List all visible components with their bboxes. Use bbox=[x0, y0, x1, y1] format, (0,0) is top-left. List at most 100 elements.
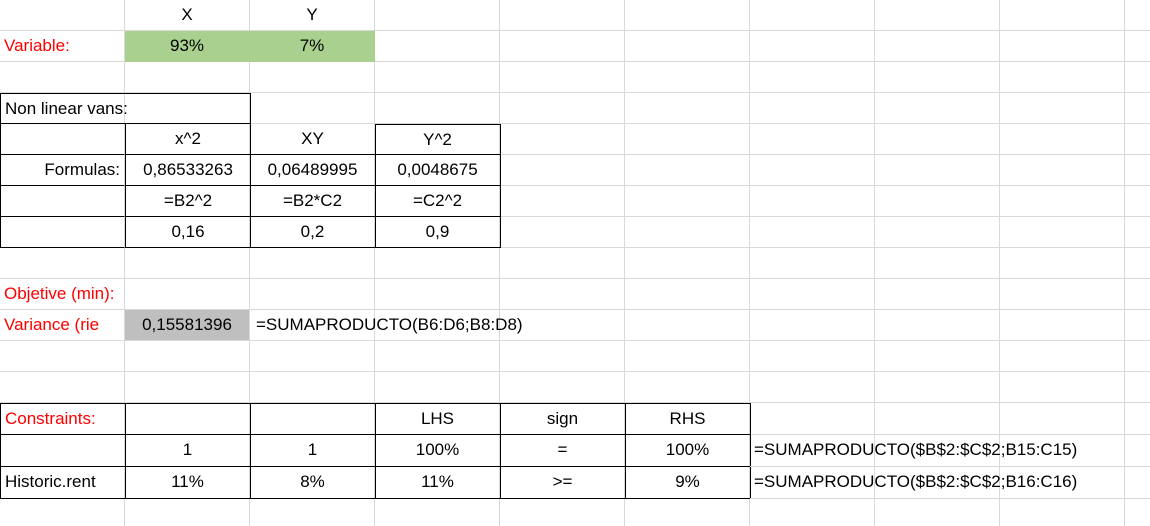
cell-c5[interactable]: XY bbox=[250, 124, 376, 155]
grid-cell[interactable] bbox=[1125, 93, 1150, 124]
cell-d6[interactable]: 0,0048675 bbox=[375, 155, 501, 186]
cell-a5[interactable] bbox=[0, 124, 125, 155]
cell-d15[interactable]: 100% bbox=[375, 435, 501, 467]
cell-c8[interactable]: 0,2 bbox=[250, 217, 376, 248]
grid-cell[interactable] bbox=[875, 403, 1000, 435]
grid-cell[interactable] bbox=[500, 248, 625, 279]
grid-cell[interactable] bbox=[1125, 341, 1150, 372]
grid-cell[interactable] bbox=[750, 217, 875, 248]
grid-cell[interactable] bbox=[1125, 279, 1150, 310]
cell-a11[interactable]: Variance (rie bbox=[0, 310, 125, 341]
grid-cell[interactable] bbox=[750, 186, 875, 217]
cell-d8[interactable]: 0,9 bbox=[375, 217, 501, 248]
grid-cell[interactable] bbox=[1000, 467, 1125, 499]
grid-cell[interactable] bbox=[0, 62, 125, 93]
grid-cell[interactable] bbox=[1000, 499, 1125, 526]
grid-cell[interactable] bbox=[375, 248, 500, 279]
grid-cell[interactable] bbox=[250, 372, 375, 403]
cell-a7[interactable] bbox=[0, 186, 125, 217]
grid-cell[interactable] bbox=[0, 248, 125, 279]
cell-f16[interactable]: 9% bbox=[625, 467, 751, 499]
grid-cell[interactable] bbox=[875, 341, 1000, 372]
grid-cell[interactable] bbox=[625, 124, 750, 155]
grid-cell[interactable] bbox=[625, 279, 750, 310]
cell-a4[interactable]: Non linear vans: bbox=[0, 93, 251, 124]
grid-cell[interactable] bbox=[750, 403, 875, 435]
grid-cell[interactable] bbox=[875, 155, 1000, 186]
cell-c6[interactable]: 0,06489995 bbox=[250, 155, 376, 186]
grid-cell[interactable] bbox=[1000, 372, 1125, 403]
grid-cell[interactable] bbox=[500, 372, 625, 403]
cell-a2[interactable]: Variable: bbox=[0, 31, 125, 62]
grid-cell[interactable] bbox=[1125, 124, 1150, 155]
grid-cell[interactable] bbox=[875, 93, 1000, 124]
grid-cell[interactable] bbox=[625, 155, 750, 186]
cell-a10[interactable]: Objetive (min): bbox=[0, 279, 125, 310]
grid-cell[interactable] bbox=[875, 186, 1000, 217]
grid-cell[interactable] bbox=[1000, 435, 1125, 467]
grid-cell[interactable] bbox=[1000, 341, 1125, 372]
grid-cell[interactable] bbox=[1125, 467, 1150, 499]
grid-cell[interactable] bbox=[375, 93, 500, 124]
cell-c11[interactable]: =SUMAPRODUCTO(B6:D6;B8:D8) bbox=[250, 310, 523, 341]
grid-cell[interactable] bbox=[625, 499, 750, 526]
cell-c14[interactable] bbox=[250, 403, 376, 435]
grid-cell[interactable] bbox=[625, 0, 750, 31]
grid-cell[interactable] bbox=[375, 341, 500, 372]
cell-b2[interactable]: 93% bbox=[125, 31, 250, 62]
cell-f15[interactable]: 100% bbox=[625, 435, 751, 467]
grid-cell[interactable] bbox=[875, 248, 1000, 279]
grid-cell[interactable] bbox=[1125, 217, 1150, 248]
cell-a8[interactable] bbox=[0, 217, 125, 248]
grid-cell[interactable] bbox=[250, 499, 375, 526]
grid-cell[interactable] bbox=[875, 499, 1000, 526]
grid-cell[interactable] bbox=[625, 31, 750, 62]
grid-cell[interactable] bbox=[125, 499, 250, 526]
grid-cell[interactable] bbox=[500, 0, 625, 31]
cell-b15[interactable]: 1 bbox=[125, 435, 251, 467]
grid-cell[interactable] bbox=[625, 217, 750, 248]
cell-b1[interactable]: X bbox=[125, 0, 250, 31]
cell-f14[interactable]: RHS bbox=[625, 403, 751, 435]
grid-cell[interactable] bbox=[250, 341, 375, 372]
grid-cell[interactable] bbox=[625, 341, 750, 372]
grid-cell[interactable] bbox=[1125, 31, 1150, 62]
grid-cell[interactable] bbox=[875, 435, 1000, 467]
cell-e14[interactable]: sign bbox=[500, 403, 626, 435]
cell-a15[interactable] bbox=[0, 435, 126, 467]
grid-cell[interactable] bbox=[500, 310, 625, 341]
grid-cell[interactable] bbox=[875, 62, 1000, 93]
grid-cell[interactable] bbox=[875, 310, 1000, 341]
grid-cell[interactable] bbox=[1000, 62, 1125, 93]
cell-e16[interactable]: >= bbox=[500, 467, 626, 499]
grid-cell[interactable] bbox=[250, 62, 375, 93]
grid-cell[interactable] bbox=[125, 372, 250, 403]
cell-a16[interactable]: Historic.rent bbox=[0, 467, 126, 499]
grid-cell[interactable] bbox=[500, 499, 625, 526]
grid-cell[interactable] bbox=[750, 0, 875, 31]
grid-cell[interactable] bbox=[125, 279, 250, 310]
cell-b16[interactable]: 11% bbox=[125, 467, 251, 499]
cell-g16[interactable]: =SUMAPRODUCTO($B$2:$C$2;B16:C16) bbox=[750, 467, 1077, 499]
grid-cell[interactable] bbox=[625, 372, 750, 403]
grid-cell[interactable] bbox=[500, 217, 625, 248]
grid-cell[interactable] bbox=[625, 310, 750, 341]
grid-cell[interactable] bbox=[750, 155, 875, 186]
cell-c1[interactable]: Y bbox=[250, 0, 375, 31]
grid-cell[interactable] bbox=[125, 341, 250, 372]
grid-cell[interactable] bbox=[250, 279, 375, 310]
cell-d5[interactable]: Y^2 bbox=[375, 124, 501, 155]
grid-cell[interactable] bbox=[0, 0, 125, 31]
grid-cell[interactable] bbox=[0, 341, 125, 372]
grid-cell[interactable] bbox=[500, 155, 625, 186]
cell-a6[interactable]: Formulas: bbox=[0, 155, 125, 186]
grid-cell[interactable] bbox=[500, 93, 625, 124]
grid-cell[interactable] bbox=[0, 499, 125, 526]
grid-cell[interactable] bbox=[500, 31, 625, 62]
cell-c7[interactable]: =B2*C2 bbox=[250, 186, 376, 217]
grid-cell[interactable] bbox=[875, 279, 1000, 310]
grid-cell[interactable] bbox=[750, 310, 875, 341]
grid-cell[interactable] bbox=[500, 279, 625, 310]
grid-cell[interactable] bbox=[500, 186, 625, 217]
